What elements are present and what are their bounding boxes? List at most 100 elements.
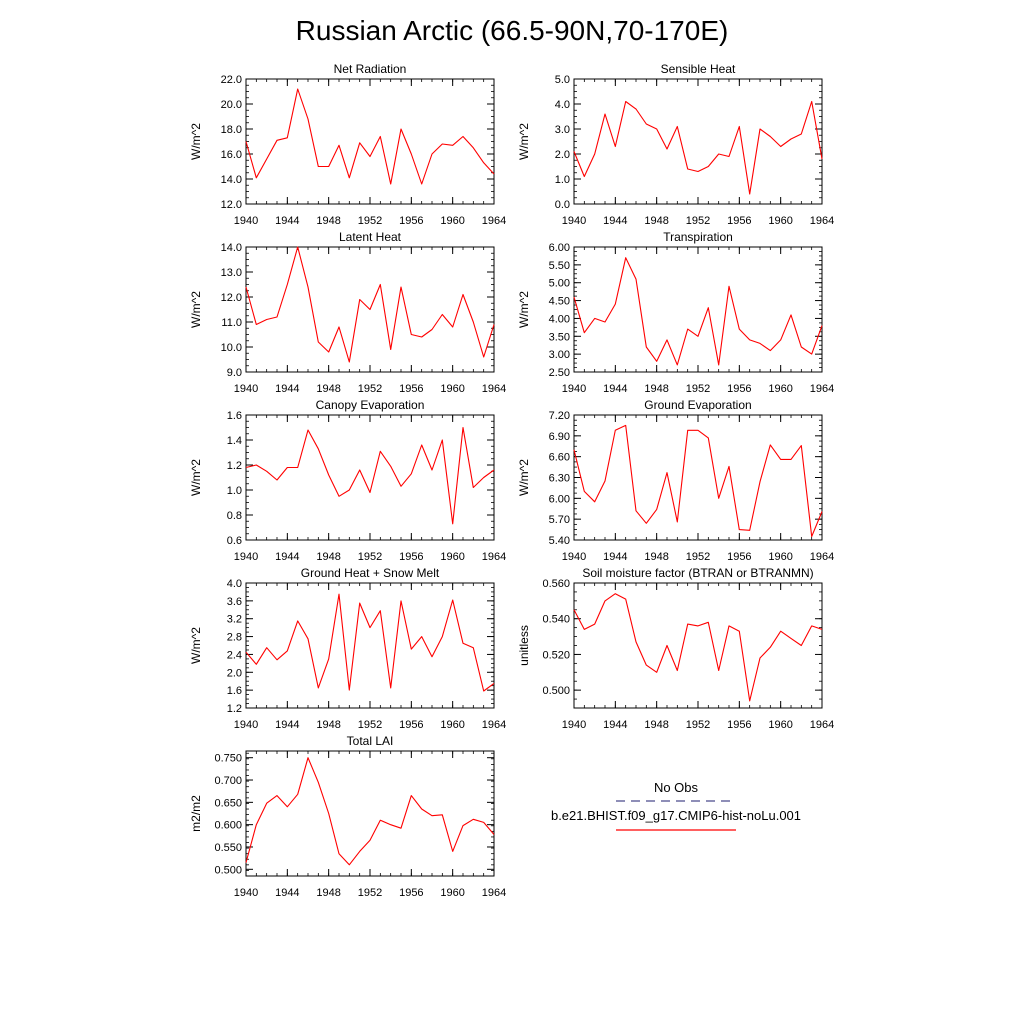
chart-panel: Sensible Heat 1940 1944 1948 1952 1956 1960 196… [517, 62, 834, 227]
x-tick-label: 1940 [234, 215, 258, 227]
x-tick-label: 1944 [603, 215, 627, 227]
x-tick-label: 1948 [644, 551, 668, 563]
x-tick-label: 1960 [440, 887, 464, 899]
y-tick-label: 5.50 [549, 260, 570, 272]
y-tick-label: 2.0 [227, 667, 242, 679]
y-tick-label: 1.4 [227, 435, 242, 447]
y-tick-label: 0.8 [227, 510, 242, 522]
y-tick-label: 1.6 [227, 410, 242, 422]
panels-container: Net Radiation 1940 1944 1948 1952 1956 1960 196… [189, 62, 834, 899]
y-tick-label: 10.0 [221, 342, 242, 354]
x-tick-label: 1952 [358, 887, 382, 899]
y-tick-label: 16.0 [221, 149, 242, 161]
x-tick-label: 1960 [440, 215, 464, 227]
x-tick-label: 1964 [810, 551, 834, 563]
series-line [245, 246, 495, 363]
y-tick-label: 12.0 [221, 292, 242, 304]
y-tick-label: 20.0 [221, 99, 242, 111]
x-tick-label: 1956 [399, 887, 423, 899]
y-tick-label: 5.70 [549, 514, 570, 526]
y-tick-label: 14.0 [221, 242, 242, 254]
y-tick-label: 2.8 [227, 632, 242, 644]
x-tick-label: 1948 [316, 383, 340, 395]
legend: No Obs b.e21.BHIST.f09_g17.CMIP6-hist-no… [551, 780, 801, 831]
x-tick-label: 1956 [399, 551, 423, 563]
x-tick-label: 1940 [234, 551, 258, 563]
plot-frame [245, 414, 495, 541]
plot-frame [573, 414, 823, 541]
x-tick-label: 1948 [644, 383, 668, 395]
x-tick-label: 1940 [562, 551, 586, 563]
x-tick-label: 1944 [603, 551, 627, 563]
x-tick-label: 1948 [644, 215, 668, 227]
plot-frame [573, 582, 823, 709]
chart-panel: Ground Evaporation 1940 1944 1948 1952 1956 19… [517, 398, 834, 563]
panel-title: Total LAI [347, 734, 394, 748]
x-tick-label: 1952 [686, 215, 710, 227]
panel-title: Soil moisture factor (BTRAN or BTRANMN) [582, 566, 813, 580]
chart-panel: Ground Heat + Snow Melt 1940 1944 1948 1952 1… [189, 566, 506, 731]
y-tick-label: 0.700 [214, 775, 242, 787]
x-tick-label: 1944 [603, 719, 627, 731]
x-tick-label: 1964 [810, 215, 834, 227]
x-tick-label: 1944 [275, 551, 299, 563]
panel-title: Canopy Evaporation [316, 398, 425, 412]
x-tick-label: 1960 [768, 719, 792, 731]
y-tick-label: 3.2 [227, 614, 242, 626]
series-line [573, 257, 823, 366]
x-tick-label: 1964 [482, 215, 506, 227]
y-axis-label: m2/m2 [189, 795, 203, 832]
x-tick-label: 1956 [727, 215, 751, 227]
series-line [245, 88, 495, 185]
y-tick-label: 6.00 [549, 242, 570, 254]
panel-title: Ground Heat + Snow Melt [301, 566, 440, 580]
x-tick-label: 1952 [686, 551, 710, 563]
x-tick-label: 1960 [768, 383, 792, 395]
x-tick-label: 1960 [440, 719, 464, 731]
y-tick-label: 22.0 [221, 74, 242, 86]
y-axis-label: W/m^2 [189, 123, 203, 160]
x-tick-label: 1948 [316, 215, 340, 227]
x-tick-label: 1944 [603, 383, 627, 395]
y-tick-label: 18.0 [221, 124, 242, 136]
x-tick-label: 1948 [316, 719, 340, 731]
y-tick-label: 7.20 [549, 410, 570, 422]
y-tick-label: 0.540 [542, 614, 570, 626]
panel-title: Ground Evaporation [644, 398, 751, 412]
chart-panel: Latent Heat 1940 1944 1948 1952 1956 1960 1964 9… [189, 230, 506, 395]
y-tick-label: 0.750 [214, 753, 242, 765]
panel-title: Latent Heat [339, 230, 402, 244]
series-line [245, 757, 495, 866]
x-tick-label: 1940 [562, 215, 586, 227]
x-tick-label: 1956 [399, 383, 423, 395]
panel-title: Net Radiation [334, 62, 407, 76]
x-tick-label: 1948 [316, 887, 340, 899]
plot-frame [573, 78, 823, 205]
y-tick-label: 4.50 [549, 296, 570, 308]
figure-title: Russian Arctic (66.5-90N,70-170E) [296, 15, 729, 46]
y-tick-label: 2.4 [227, 649, 242, 661]
y-axis-label: W/m^2 [517, 459, 531, 496]
y-tick-label: 0.650 [214, 797, 242, 809]
y-tick-label: 1.0 [227, 485, 242, 497]
y-axis-label: unitless [517, 625, 531, 666]
x-tick-label: 1960 [768, 551, 792, 563]
plot-frame [245, 750, 495, 877]
y-tick-label: 9.0 [227, 367, 242, 379]
x-tick-label: 1952 [686, 383, 710, 395]
x-tick-label: 1948 [316, 551, 340, 563]
y-tick-label: 6.60 [549, 452, 570, 464]
y-tick-label: 11.0 [221, 317, 242, 329]
y-tick-label: 5.00 [549, 278, 570, 290]
legend-obs-label: No Obs [654, 780, 699, 795]
x-tick-label: 1952 [358, 215, 382, 227]
y-tick-label: 3.00 [549, 349, 570, 361]
x-tick-label: 1956 [727, 551, 751, 563]
x-tick-label: 1956 [727, 383, 751, 395]
y-tick-label: 6.00 [549, 493, 570, 505]
y-tick-label: 3.0 [555, 124, 570, 136]
series-line [573, 424, 823, 538]
x-tick-label: 1964 [482, 719, 506, 731]
x-tick-label: 1940 [234, 719, 258, 731]
